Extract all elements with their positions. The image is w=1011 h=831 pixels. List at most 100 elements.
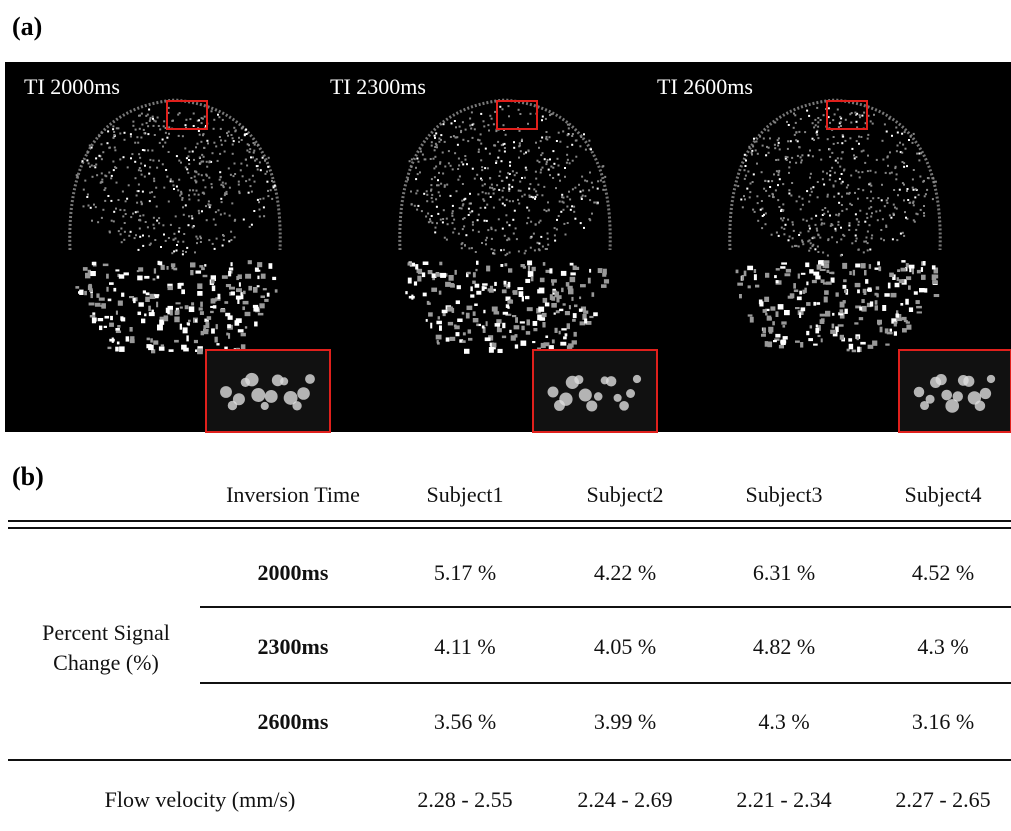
speckle — [521, 326, 524, 330]
speckle — [754, 274, 757, 280]
speckle — [419, 148, 421, 150]
speckle — [567, 222, 569, 224]
speckle — [462, 139, 464, 141]
speckle — [415, 167, 417, 169]
speckle — [854, 192, 856, 194]
speckle — [813, 126, 815, 128]
speckle — [755, 285, 759, 288]
speckle — [778, 137, 780, 139]
speckle — [436, 321, 442, 325]
speckle — [96, 293, 99, 297]
speckle — [468, 329, 471, 333]
speckle — [506, 221, 508, 223]
header-cell: Subject4 — [905, 482, 982, 508]
speckle — [168, 133, 170, 135]
speckle — [525, 152, 527, 154]
speckle — [124, 139, 126, 141]
speckle — [880, 238, 882, 240]
speckle — [246, 165, 248, 167]
speckle — [491, 118, 493, 120]
speckle — [432, 201, 434, 203]
speckle — [569, 162, 571, 164]
speckle — [407, 179, 409, 181]
speckle — [231, 262, 233, 266]
speckle — [815, 276, 820, 280]
speckle — [417, 190, 419, 192]
speckle — [822, 171, 824, 173]
speckle — [455, 270, 457, 275]
speckle — [452, 222, 454, 224]
footer-label: Flow velocity (mm/s) — [105, 787, 296, 813]
speckle — [480, 143, 482, 145]
speckle — [907, 199, 909, 201]
speckle — [566, 206, 568, 208]
speckle — [887, 165, 889, 167]
speckle — [222, 119, 224, 121]
speckle — [785, 156, 787, 158]
speckle — [769, 186, 771, 188]
speckle — [556, 140, 558, 142]
speckle — [163, 125, 165, 127]
speckle — [863, 251, 865, 253]
speckle — [468, 247, 470, 249]
speckle — [224, 194, 226, 196]
speckle — [774, 147, 776, 149]
row-label: 2000ms — [258, 560, 329, 586]
speckle — [552, 339, 555, 343]
speckle — [134, 237, 136, 239]
speckle — [76, 174, 78, 176]
speckle — [772, 321, 775, 325]
speckle — [903, 235, 905, 237]
speckle — [913, 189, 915, 191]
speckle — [790, 195, 792, 197]
speckle — [90, 315, 96, 317]
speckle — [117, 325, 120, 328]
speckle — [835, 230, 837, 232]
speckle — [462, 121, 464, 123]
speckle — [546, 210, 548, 212]
speckle — [426, 194, 428, 196]
speckle — [597, 188, 599, 190]
speckle — [115, 328, 120, 331]
speckle — [159, 261, 163, 265]
speckle — [153, 125, 155, 127]
speckle — [148, 109, 150, 111]
speckle — [555, 328, 558, 333]
speckle — [473, 272, 476, 277]
speckle — [580, 222, 582, 224]
speckle — [170, 178, 172, 180]
speckle — [871, 212, 873, 214]
speckle — [123, 156, 125, 158]
speckle — [240, 163, 242, 165]
speckle — [140, 137, 142, 139]
speckle — [471, 124, 473, 126]
speckle — [107, 142, 109, 144]
zoom-blob — [619, 401, 629, 411]
speckle — [530, 237, 532, 239]
rule — [8, 520, 1011, 522]
speckle — [145, 221, 147, 223]
speckle — [130, 231, 132, 233]
speckle — [504, 235, 506, 237]
speckle — [509, 330, 511, 333]
speckle — [744, 154, 746, 156]
speckle — [92, 318, 96, 322]
speckle — [96, 174, 98, 176]
speckle — [258, 201, 260, 203]
speckle — [928, 177, 930, 179]
speckle — [439, 325, 442, 330]
speckle — [737, 185, 739, 187]
speckle — [486, 321, 488, 326]
speckle — [542, 322, 545, 327]
speckle — [201, 210, 203, 212]
speckle — [833, 196, 835, 198]
speckle — [495, 323, 501, 327]
speckle — [584, 195, 586, 197]
speckle — [843, 169, 845, 171]
speckle — [257, 169, 259, 171]
speckle — [113, 131, 115, 133]
speckle — [554, 313, 556, 315]
speckle — [136, 202, 138, 204]
speckle — [812, 122, 814, 124]
speckle — [918, 194, 920, 196]
